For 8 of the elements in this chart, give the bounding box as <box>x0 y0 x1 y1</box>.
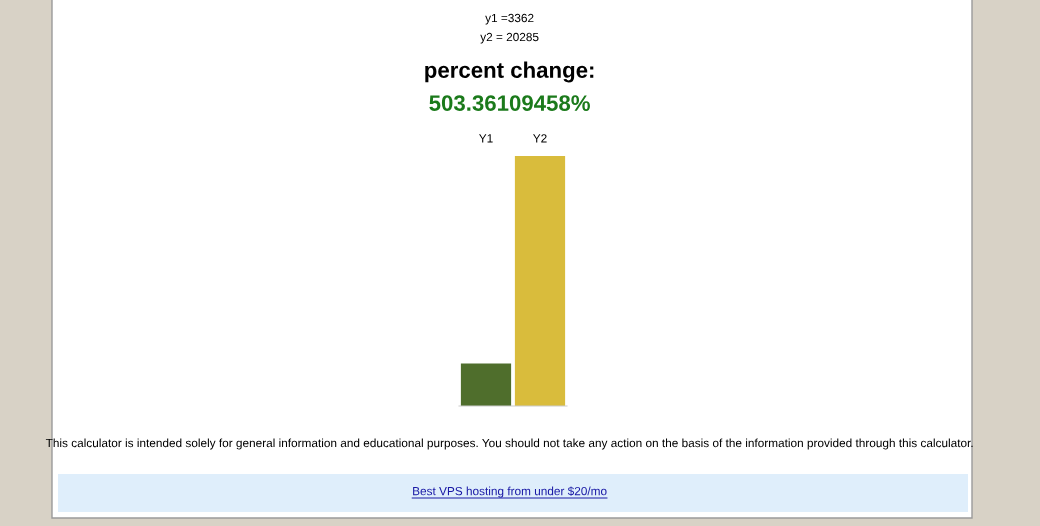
chart-title: percent change: <box>425 61 594 83</box>
text: y2 = 20285 <box>480 32 539 44</box>
x-tick-label: Y2 <box>533 134 547 143</box>
text: y1 =3362 <box>485 13 534 25</box>
text: Best VPS hosting from under $20/mo <box>413 486 607 498</box>
x-tick-label: Y1 <box>479 134 493 143</box>
text: This calculator is intended solely for general information and educational purposes. You should not take any action on the basis of the information provided through this calculator. <box>45 438 973 450</box>
chart-subtitle: 503.36109458% <box>429 95 590 111</box>
